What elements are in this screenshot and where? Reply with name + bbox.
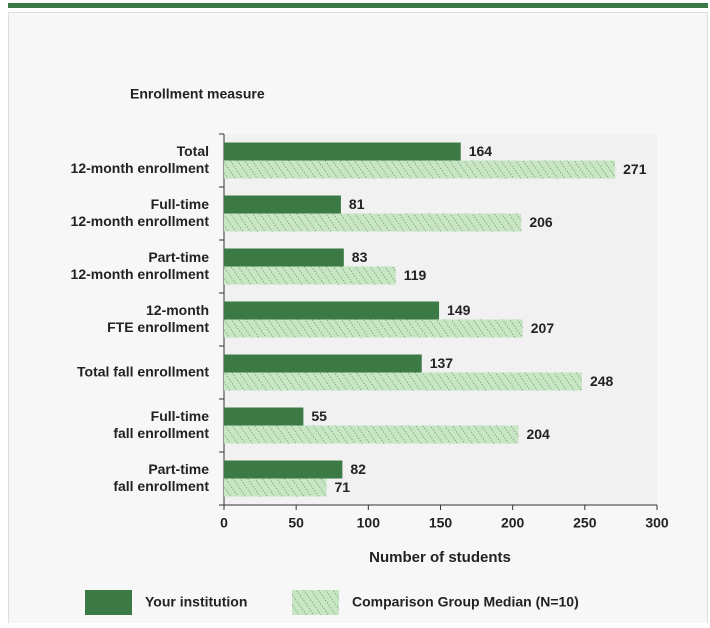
x-tick-label: 200 (501, 515, 525, 531)
bar (224, 425, 519, 444)
y-tick-label-line: Full-time (151, 408, 210, 424)
value-label: 81 (349, 196, 365, 212)
value-label: 149 (447, 302, 471, 318)
legend-swatch (85, 590, 132, 615)
x-axis-title: Number of students (369, 549, 511, 566)
bar (224, 478, 327, 497)
y-tick-label-line: fall enrollment (113, 478, 209, 494)
y-tick-label-line: Part-time (148, 461, 209, 477)
bar (224, 160, 616, 179)
y-tick-label: Total 12-month enrollment (71, 143, 210, 176)
y-tick-label-line: Total fall enrollment (77, 363, 209, 379)
y-tick-label-line: FTE enrollment (107, 319, 209, 335)
y-tick-label: Total fall enrollment (77, 363, 209, 379)
value-label: 206 (529, 214, 553, 230)
legend-swatch (292, 590, 339, 615)
value-label: 271 (623, 161, 647, 177)
x-tick-label: 150 (429, 515, 453, 531)
bar (224, 407, 304, 426)
legend-label: Your institution (145, 594, 247, 610)
bar (224, 266, 396, 285)
y-axis-title: Enrollment measure (130, 86, 265, 102)
bar (224, 248, 344, 267)
bar (224, 301, 440, 320)
y-tick-label: 12-month FTE enrollment (107, 302, 209, 335)
x-tick-label: 50 (288, 515, 304, 531)
y-tick-label-line: 12-month enrollment (71, 160, 210, 176)
x-tick-label: 250 (573, 515, 597, 531)
bar (224, 213, 522, 232)
top-bar (8, 3, 708, 8)
bar (224, 354, 422, 373)
value-label: 204 (526, 426, 550, 442)
y-tick-label-line: 12-month (146, 302, 209, 318)
y-tick-label: Part-time fall enrollment (113, 461, 209, 494)
y-tick-label: Full-time 12-month enrollment (71, 196, 210, 229)
value-label: 207 (531, 320, 555, 336)
value-label: 137 (430, 355, 454, 371)
value-label: 83 (352, 249, 368, 265)
y-tick-label-line: fall enrollment (113, 425, 209, 441)
bar (224, 460, 343, 479)
y-tick-label-line: Full-time (151, 196, 210, 212)
y-tick-label-line: 12-month enrollment (71, 213, 210, 229)
bar (224, 142, 461, 161)
y-tick-label: Full-time fall enrollment (113, 408, 209, 441)
y-tick-label-line: Part-time (148, 249, 209, 265)
x-tick-label: 100 (357, 515, 381, 531)
value-label: 82 (350, 461, 366, 477)
value-label: 248 (590, 373, 614, 389)
y-tick-label-line: Total (177, 143, 209, 159)
value-label: 119 (404, 267, 427, 283)
bar (224, 195, 341, 214)
y-tick-label: Part-time 12-month enrollment (71, 249, 210, 282)
x-tick-label: 300 (645, 515, 669, 531)
legend-label: Comparison Group Median (N=10) (352, 594, 579, 610)
value-label: 55 (311, 408, 327, 424)
bar (224, 319, 523, 338)
value-label: 71 (334, 479, 350, 495)
x-tick-label: 0 (220, 515, 228, 531)
value-label: 164 (469, 143, 493, 159)
bar (224, 372, 582, 391)
y-tick-label-line: 12-month enrollment (71, 266, 210, 282)
